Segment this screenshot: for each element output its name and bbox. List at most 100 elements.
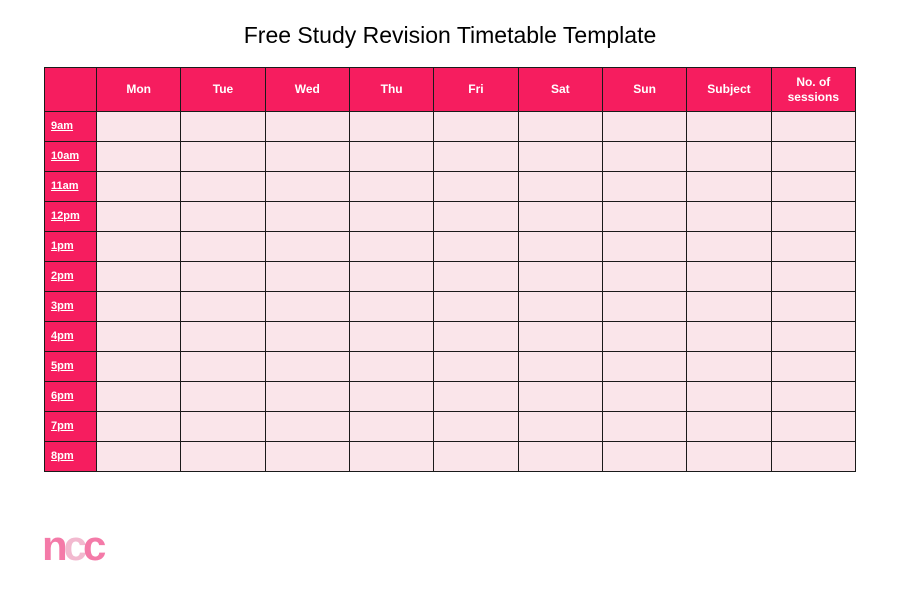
table-cell xyxy=(265,352,349,382)
table-cell xyxy=(97,172,181,202)
table-cell xyxy=(771,172,855,202)
table-cell xyxy=(181,262,265,292)
time-label: 12pm xyxy=(45,202,97,232)
table-cell xyxy=(349,292,433,322)
table-cell xyxy=(434,112,518,142)
table-cell xyxy=(181,442,265,472)
table-cell xyxy=(687,292,771,322)
time-label: 11am xyxy=(45,172,97,202)
time-label: 3pm xyxy=(45,292,97,322)
table-row: 3pm xyxy=(45,292,856,322)
header-subject: Subject xyxy=(687,68,771,112)
table-cell xyxy=(518,322,602,352)
table-cell xyxy=(771,292,855,322)
table-cell xyxy=(434,142,518,172)
time-label: 4pm xyxy=(45,322,97,352)
table-cell xyxy=(602,322,686,352)
table-cell xyxy=(518,382,602,412)
timetable-container: Mon Tue Wed Thu Fri Sat Sun Subject No. … xyxy=(0,67,900,472)
table-cell xyxy=(602,442,686,472)
table-cell xyxy=(434,412,518,442)
table-cell xyxy=(97,262,181,292)
table-cell xyxy=(771,262,855,292)
table-cell xyxy=(518,112,602,142)
table-cell xyxy=(97,142,181,172)
table-row: 9am xyxy=(45,112,856,142)
table-row: 4pm xyxy=(45,322,856,352)
table-cell xyxy=(434,172,518,202)
table-cell xyxy=(181,412,265,442)
table-row: 1pm xyxy=(45,232,856,262)
table-cell xyxy=(97,322,181,352)
table-cell xyxy=(349,322,433,352)
table-cell xyxy=(434,232,518,262)
table-cell xyxy=(518,172,602,202)
table-cell xyxy=(349,142,433,172)
header-fri: Fri xyxy=(434,68,518,112)
table-row: 8pm xyxy=(45,442,856,472)
table-cell xyxy=(687,202,771,232)
table-cell xyxy=(687,352,771,382)
table-cell xyxy=(687,322,771,352)
time-label: 2pm xyxy=(45,262,97,292)
table-cell xyxy=(518,232,602,262)
table-cell xyxy=(97,292,181,322)
time-label: 1pm xyxy=(45,232,97,262)
table-cell xyxy=(265,202,349,232)
table-cell xyxy=(434,322,518,352)
table-cell xyxy=(181,112,265,142)
time-label: 10am xyxy=(45,142,97,172)
table-cell xyxy=(349,202,433,232)
table-cell xyxy=(687,382,771,412)
table-cell xyxy=(771,352,855,382)
table-cell xyxy=(518,262,602,292)
table-row: 7pm xyxy=(45,412,856,442)
table-cell xyxy=(434,382,518,412)
header-mon: Mon xyxy=(97,68,181,112)
table-cell xyxy=(181,202,265,232)
time-label: 6pm xyxy=(45,382,97,412)
table-cell xyxy=(181,292,265,322)
table-cell xyxy=(265,232,349,262)
table-cell xyxy=(349,412,433,442)
table-cell xyxy=(687,172,771,202)
time-label: 5pm xyxy=(45,352,97,382)
table-cell xyxy=(602,172,686,202)
table-cell xyxy=(349,352,433,382)
table-cell xyxy=(349,382,433,412)
table-cell xyxy=(97,412,181,442)
table-cell xyxy=(265,172,349,202)
table-cell xyxy=(265,262,349,292)
table-cell xyxy=(518,352,602,382)
table-cell xyxy=(687,232,771,262)
table-cell xyxy=(687,442,771,472)
table-cell xyxy=(97,112,181,142)
table-row: 12pm xyxy=(45,202,856,232)
logo-char-1: n xyxy=(42,522,64,570)
table-cell xyxy=(771,232,855,262)
table-cell xyxy=(349,262,433,292)
table-cell xyxy=(771,202,855,232)
table-cell xyxy=(687,142,771,172)
table-cell xyxy=(602,232,686,262)
table-cell xyxy=(181,172,265,202)
table-cell xyxy=(181,232,265,262)
table-cell xyxy=(265,412,349,442)
table-cell xyxy=(602,112,686,142)
table-row: 5pm xyxy=(45,352,856,382)
logo: ncc xyxy=(42,522,102,570)
timetable-body: 9am10am11am12pm1pm2pm3pm4pm5pm6pm7pm8pm xyxy=(45,112,856,472)
table-cell xyxy=(181,352,265,382)
table-cell xyxy=(518,142,602,172)
time-label: 9am xyxy=(45,112,97,142)
table-cell xyxy=(771,412,855,442)
header-corner xyxy=(45,68,97,112)
table-cell xyxy=(602,382,686,412)
table-cell xyxy=(265,442,349,472)
table-cell xyxy=(771,322,855,352)
header-wed: Wed xyxy=(265,68,349,112)
table-cell xyxy=(181,382,265,412)
logo-char-3: c xyxy=(83,522,102,570)
header-thu: Thu xyxy=(349,68,433,112)
table-cell xyxy=(602,352,686,382)
